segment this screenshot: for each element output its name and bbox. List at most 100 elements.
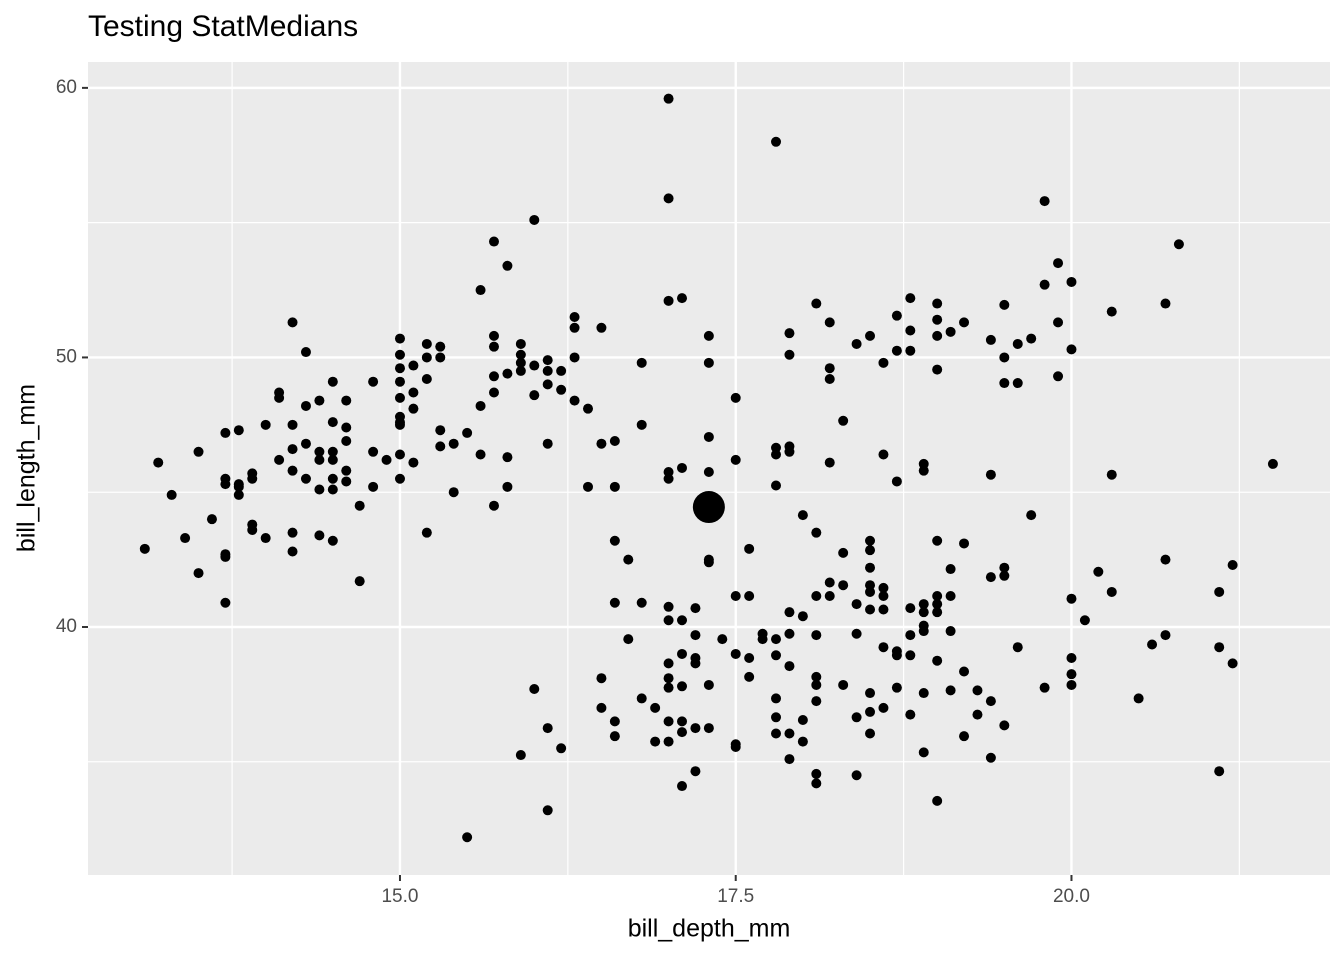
point (677, 716, 688, 727)
point (327, 484, 338, 495)
point (623, 634, 634, 645)
point (703, 557, 714, 568)
point (972, 709, 983, 720)
point (690, 658, 701, 669)
point (327, 417, 338, 428)
point (193, 568, 204, 579)
point (435, 341, 446, 352)
point (314, 446, 325, 457)
point (663, 682, 674, 693)
point (771, 480, 782, 491)
point (865, 545, 876, 556)
point (838, 415, 849, 426)
point (569, 395, 580, 406)
point (408, 360, 419, 371)
point (287, 317, 298, 328)
point (1026, 333, 1037, 344)
point (677, 781, 688, 792)
point (851, 628, 862, 639)
point (744, 543, 755, 554)
point (341, 422, 352, 433)
point (703, 330, 714, 341)
point (1039, 279, 1050, 290)
point (287, 465, 298, 476)
point (556, 365, 567, 376)
point (730, 454, 741, 465)
point (394, 473, 405, 484)
point (677, 648, 688, 659)
point (341, 436, 352, 447)
point (1227, 560, 1238, 571)
point (878, 449, 889, 460)
point (771, 693, 782, 704)
point (865, 706, 876, 717)
point (609, 481, 620, 492)
point (1053, 258, 1064, 269)
point (811, 778, 822, 789)
point (824, 317, 835, 328)
point (542, 365, 553, 376)
point (851, 338, 862, 349)
point (1039, 196, 1050, 207)
point (1026, 510, 1037, 521)
point (891, 345, 902, 356)
point (220, 551, 231, 562)
point (703, 467, 714, 478)
point (1012, 642, 1023, 653)
y-tick-label: 50 (56, 346, 77, 367)
point (959, 317, 970, 328)
point (1066, 669, 1077, 680)
point (824, 591, 835, 602)
point (582, 403, 593, 414)
point (905, 709, 916, 720)
point (891, 310, 902, 321)
point (609, 436, 620, 447)
point (408, 387, 419, 398)
point (408, 403, 419, 414)
point (690, 723, 701, 734)
point (663, 473, 674, 484)
point (838, 547, 849, 558)
y-tick-label: 60 (56, 77, 77, 98)
point (824, 374, 835, 385)
point (663, 736, 674, 747)
point (502, 481, 513, 492)
point (596, 438, 607, 449)
point (663, 193, 674, 204)
point (300, 347, 311, 358)
point (771, 634, 782, 645)
point (918, 465, 929, 476)
point (1012, 378, 1023, 389)
point (314, 395, 325, 406)
point (730, 591, 741, 602)
y-tick-label: 40 (56, 616, 77, 637)
point (394, 392, 405, 403)
point (569, 352, 580, 363)
point (435, 425, 446, 436)
point (596, 673, 607, 684)
point (824, 363, 835, 374)
point (851, 770, 862, 781)
point (636, 419, 647, 430)
point (985, 469, 996, 480)
point (314, 484, 325, 495)
x-tick-label: 17.5 (717, 886, 754, 907)
point (663, 601, 674, 612)
point (475, 400, 486, 411)
point (784, 728, 795, 739)
point (932, 314, 943, 325)
point (945, 591, 956, 602)
point (744, 591, 755, 602)
point (300, 438, 311, 449)
point (180, 533, 191, 544)
point (932, 795, 943, 806)
point (905, 325, 916, 336)
point (999, 570, 1010, 581)
point (233, 489, 244, 500)
point (730, 392, 741, 403)
point (368, 481, 379, 492)
point (932, 591, 943, 602)
point (542, 379, 553, 390)
point (475, 285, 486, 296)
